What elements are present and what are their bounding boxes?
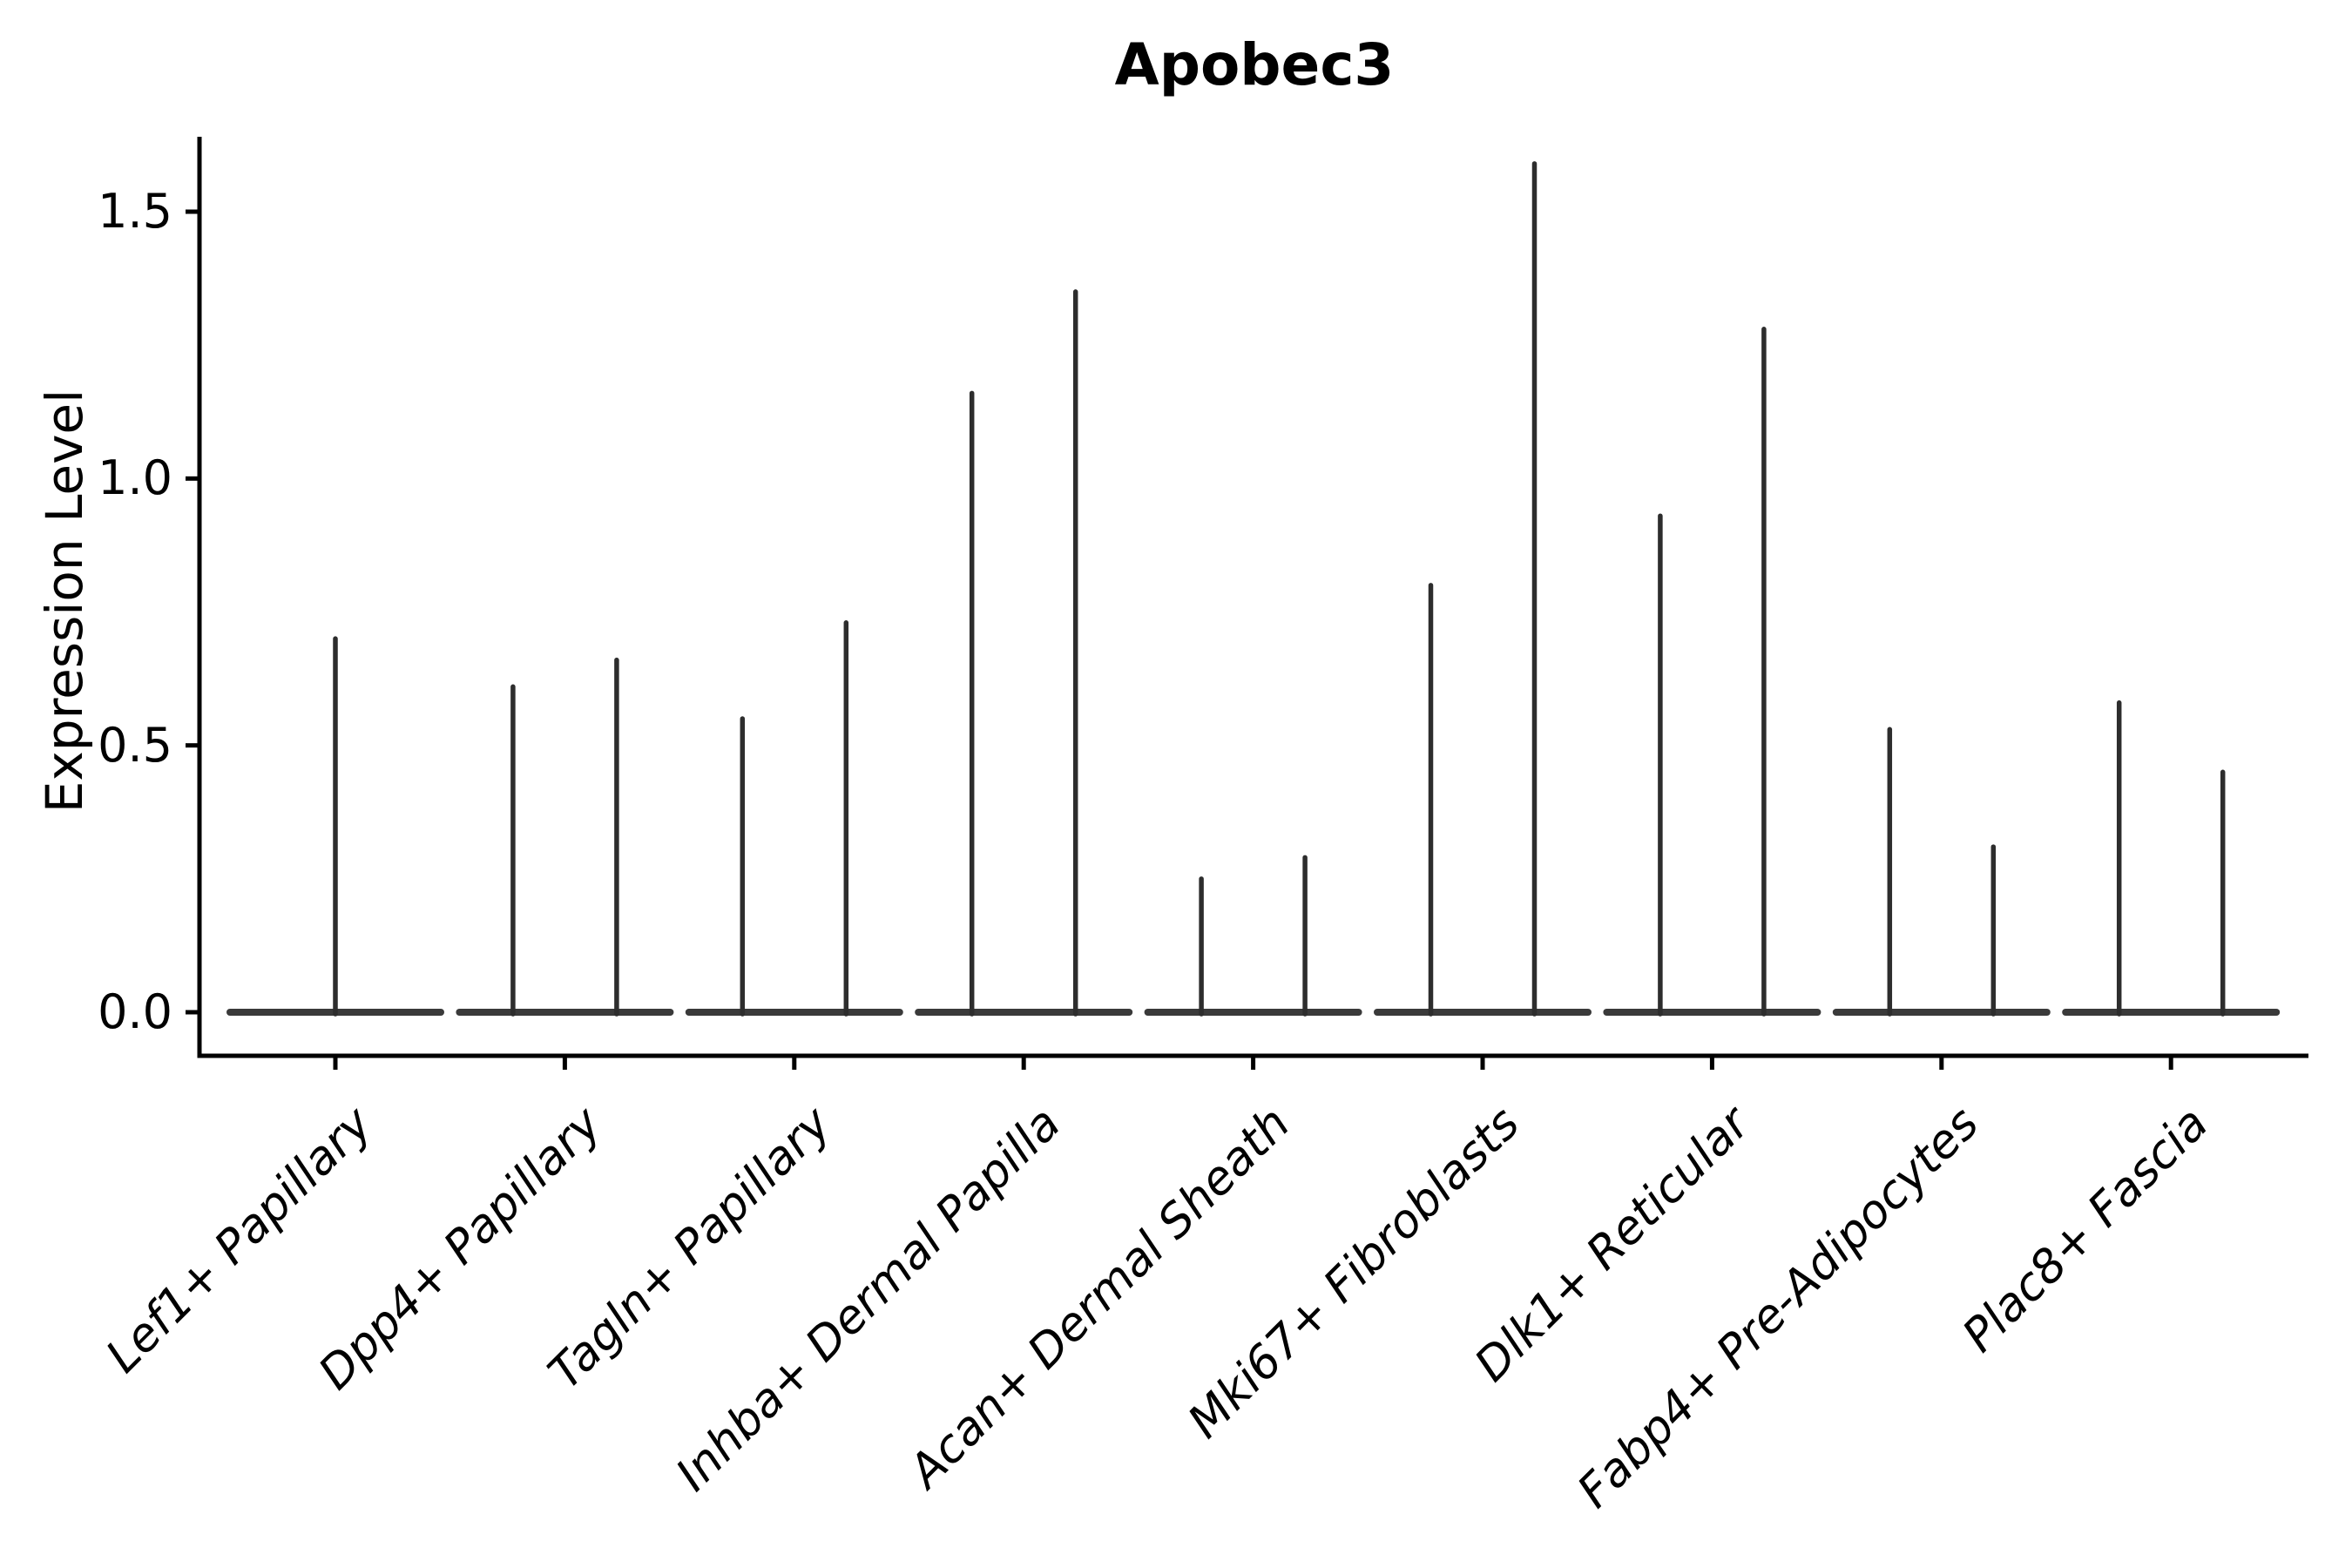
y-tick-label: 0.5 <box>98 717 172 773</box>
y-tick-label: 1.5 <box>98 184 172 239</box>
violins <box>226 161 2281 1017</box>
y-tick-label: 0.0 <box>98 984 172 1039</box>
axes <box>186 137 2308 1070</box>
chart-title: Apobec3 <box>1114 31 1395 98</box>
y-tick-label: 1.0 <box>98 450 172 506</box>
